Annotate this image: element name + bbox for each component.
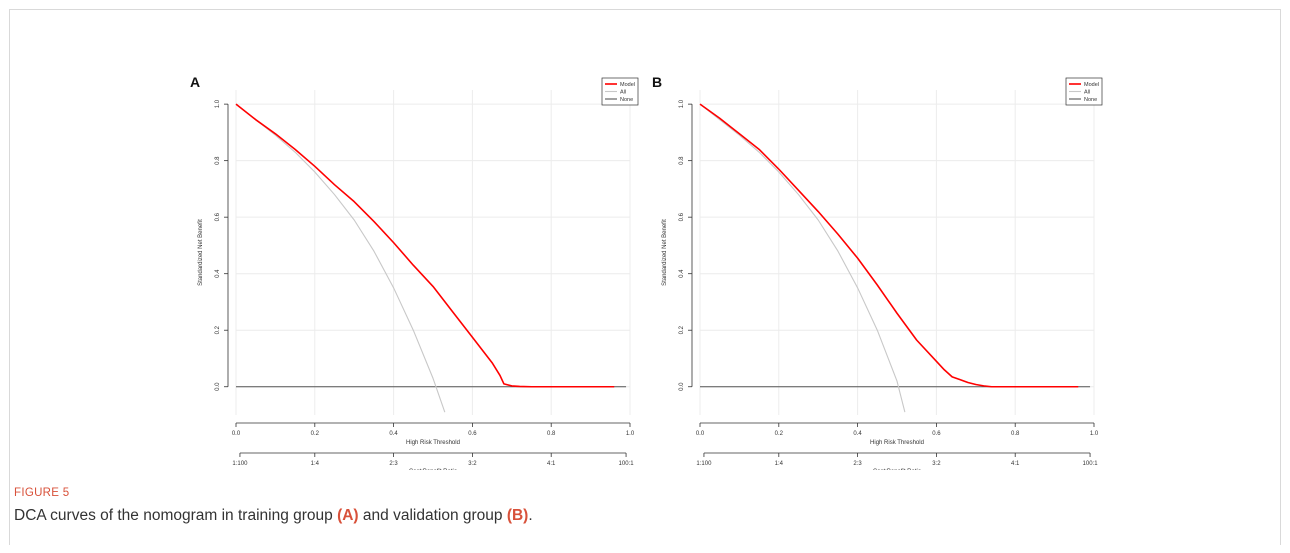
y-tick-label: 1.0 [215, 99, 221, 108]
y-tick-label: 0.0 [215, 382, 221, 391]
legend-label-model: Model [620, 82, 635, 88]
series-line-model [699, 103, 1079, 388]
x2-tick-label: 3:2 [468, 461, 477, 467]
legend-label-none: None [1084, 97, 1097, 103]
x-tick-label: 0.6 [932, 431, 941, 437]
dca-chart-b: 0.0 0.2 0.4 0.6 0.8 1.0 Standardized Net Benef… [662, 77, 1103, 470]
x2-tick-label: 100:1 [1083, 461, 1099, 467]
x2-axis-title: Cost:Benefit Ratio [409, 469, 458, 470]
panel-label-a: A [190, 74, 201, 90]
caption-ref-b: (B) [506, 507, 529, 524]
panel-label-b: B [652, 74, 663, 90]
legend-label-all: All [1084, 90, 1090, 96]
x-tick-label: 0.8 [1011, 431, 1020, 437]
x2-tick-label: 4:1 [1011, 461, 1020, 467]
legend-label-all: All [620, 90, 626, 96]
y-tick-label: 0.6 [679, 212, 685, 221]
caption-text-2: and validation group [358, 507, 507, 524]
x2-tick-label: 2:3 [853, 461, 862, 467]
x2-tick-label: 1:100 [696, 461, 712, 467]
y-tick-label: 0.4 [215, 269, 221, 278]
caption-text-1: DCA curves of the nomogram in training g… [14, 507, 338, 524]
x-tick-label: 0.6 [468, 431, 477, 437]
x-tick-label: 0.2 [311, 431, 320, 437]
x-tick-label: 1.0 [1090, 431, 1099, 437]
legend-label-none: None [620, 97, 633, 103]
figure-frame [9, 9, 1281, 545]
y-tick-label: 0.8 [215, 156, 221, 165]
y-tick-label: 0.8 [679, 156, 685, 165]
x2-tick-label: 4:1 [547, 461, 556, 467]
x2-tick-label: 3:2 [932, 461, 941, 467]
x-axis-title: High Risk Threshold [870, 440, 924, 446]
y-tick-label: 0.4 [679, 269, 685, 278]
x-axis-title: High Risk Threshold [406, 440, 460, 446]
y-tick-label: 0.6 [215, 212, 221, 221]
series-line-all [235, 103, 446, 413]
x-tick-label: 0.8 [547, 431, 556, 437]
x-tick-label: 1.0 [626, 431, 635, 437]
x2-tick-label: 2:3 [389, 461, 398, 467]
x-tick-label: 0.0 [696, 431, 705, 437]
y-tick-label: 0.2 [679, 325, 685, 334]
x-tick-label: 0.2 [775, 431, 784, 437]
x2-tick-label: 100:1 [619, 461, 635, 467]
y-tick-label: 0.0 [679, 382, 685, 391]
y-tick-label: 0.2 [215, 325, 221, 334]
x-tick-label: 0.0 [232, 431, 241, 437]
x2-tick-label: 1:100 [232, 461, 248, 467]
y-axis-title: Standardized Net Benefit [198, 219, 204, 286]
x-tick-label: 0.4 [853, 431, 862, 437]
y-tick-label: 1.0 [679, 99, 685, 108]
series-line-all [699, 103, 906, 413]
figure-caption: DCA curves of the nomogram in training g… [14, 507, 533, 525]
caption-ref-a: (A) [337, 507, 359, 524]
x-tick-label: 0.4 [389, 431, 398, 437]
caption-text-3: . [528, 507, 533, 524]
figure-label: FIGURE 5 [14, 487, 70, 499]
y-axis-title: Standardized Net Benefit [662, 219, 668, 286]
x2-tick-label: 1:4 [311, 461, 320, 467]
legend-label-model: Model [1084, 82, 1099, 88]
x2-axis-title: Cost:Benefit Ratio [873, 469, 922, 470]
x2-tick-label: 1:4 [775, 461, 784, 467]
series-line-model [235, 103, 615, 388]
dca-chart-a: 0.0 0.2 0.4 0.6 0.8 1.0 Standardized Net Benef… [198, 77, 639, 470]
